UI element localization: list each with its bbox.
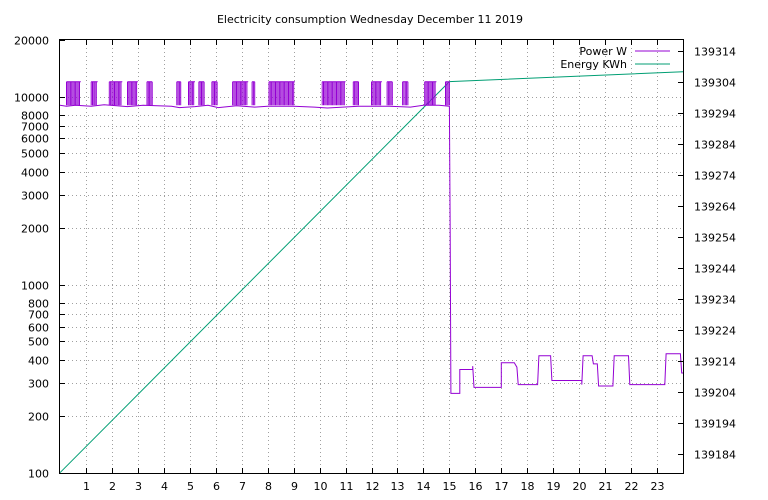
power-spike-burst (211, 81, 218, 106)
x-tick-label: 15 (443, 480, 457, 493)
y-tick-label: 200 (28, 411, 49, 424)
x-tick-label: 21 (599, 480, 613, 493)
grid-lines (60, 40, 683, 473)
y-tick-label: 10000 (14, 92, 49, 105)
series-layer (59, 71, 684, 474)
y-tick-label: 7000 (21, 121, 49, 134)
x-tick-label: 23 (651, 480, 665, 493)
y-tick-label: 2000 (21, 223, 49, 236)
power-spike-burst (90, 81, 98, 106)
x-tick-label: 9 (291, 480, 298, 493)
x-tick-label: 19 (547, 480, 561, 493)
power-spike-burst (176, 81, 182, 106)
x-tick-label: 12 (366, 480, 380, 493)
power-spike-burst (352, 81, 359, 106)
chart-title: Electricity consumption Wednesday Decemb… (217, 13, 523, 26)
y2-tick-label: 139284 (694, 139, 736, 152)
power-spike-burst (66, 81, 81, 106)
y-tick-label: 4000 (21, 167, 49, 180)
y2-tick-label: 139184 (694, 449, 736, 462)
x-tick-label: 17 (495, 480, 509, 493)
axis-ticks: 1 2 3 4 5 6 7 8 9 10 11 12 13 14 15 16 17 18 19 20 21 22 23100… (14, 35, 736, 494)
legend: Power W Energy KWh (560, 45, 670, 71)
power-spike-burst (108, 81, 123, 106)
x-tick-label: 1 (83, 480, 90, 493)
y-tick-label: 400 (28, 355, 49, 368)
y-tick-label: 5000 (21, 148, 49, 161)
x-tick-label: 11 (340, 480, 354, 493)
x-tick-label: 14 (417, 480, 431, 493)
x-tick-label: 10 (314, 480, 328, 493)
y-tick-label: 700 (28, 309, 49, 322)
x-tick-label: 22 (625, 480, 639, 493)
y-tick-label: 6000 (21, 133, 49, 146)
y2-tick-label: 139224 (694, 325, 736, 338)
y-tick-label: 1000 (21, 280, 49, 293)
x-tick-label: 20 (573, 480, 587, 493)
x-tick-label: 7 (239, 480, 246, 493)
x-tick-label: 13 (391, 480, 405, 493)
y2-tick-label: 139274 (694, 170, 736, 183)
y2-tick-label: 139204 (694, 387, 736, 400)
y2-tick-label: 139254 (694, 232, 736, 245)
power-spike-burst (188, 81, 195, 106)
plot-frame (59, 39, 684, 474)
series-line-energy (59, 71, 684, 474)
y-tick-label: 8000 (21, 110, 49, 123)
y2-tick-label: 139234 (694, 294, 736, 307)
y-tick-label: 800 (28, 298, 49, 311)
x-tick-label: 16 (469, 480, 483, 493)
y-tick-label: 100 (28, 468, 49, 481)
power-spike-burst (402, 81, 409, 106)
power-spike-burst (424, 81, 437, 106)
power-spike-burst (251, 81, 256, 106)
power-spike-burst (127, 81, 138, 106)
y2-tick-label: 139244 (694, 263, 736, 276)
x-tick-label: 5 (187, 480, 194, 493)
y-tick-label: 500 (28, 336, 49, 349)
power-spike-burst (232, 81, 249, 106)
y-tick-label: 300 (28, 378, 49, 391)
legend-label-power: Power W (579, 45, 627, 58)
x-tick-label: 6 (213, 480, 220, 493)
y2-tick-label: 139264 (694, 201, 736, 214)
y-tick-label: 3000 (21, 190, 49, 203)
x-tick-label: 4 (161, 480, 168, 493)
y-tick-label: 20000 (14, 35, 49, 48)
x-tick-label: 18 (521, 480, 535, 493)
power-spike-burst (445, 81, 450, 106)
power-spike-burst (371, 81, 382, 106)
power-spike-burst (268, 81, 295, 106)
power-spike-burst (321, 81, 346, 106)
x-tick-label: 3 (135, 480, 142, 493)
x-tick-label: 8 (265, 480, 272, 493)
power-spike-burst (146, 81, 153, 106)
legend-label-energy: Energy KWh (560, 58, 627, 71)
y2-tick-label: 139194 (694, 418, 736, 431)
power-spike-burst (386, 81, 393, 106)
y2-tick-label: 139294 (694, 108, 736, 121)
power-spike-burst (198, 81, 205, 106)
y2-tick-label: 139304 (694, 77, 736, 90)
y2-tick-label: 139314 (694, 46, 736, 59)
y2-tick-label: 139214 (694, 356, 736, 369)
x-tick-label: 2 (109, 480, 116, 493)
series-line-power (59, 104, 683, 394)
y-tick-label: 600 (28, 322, 49, 335)
